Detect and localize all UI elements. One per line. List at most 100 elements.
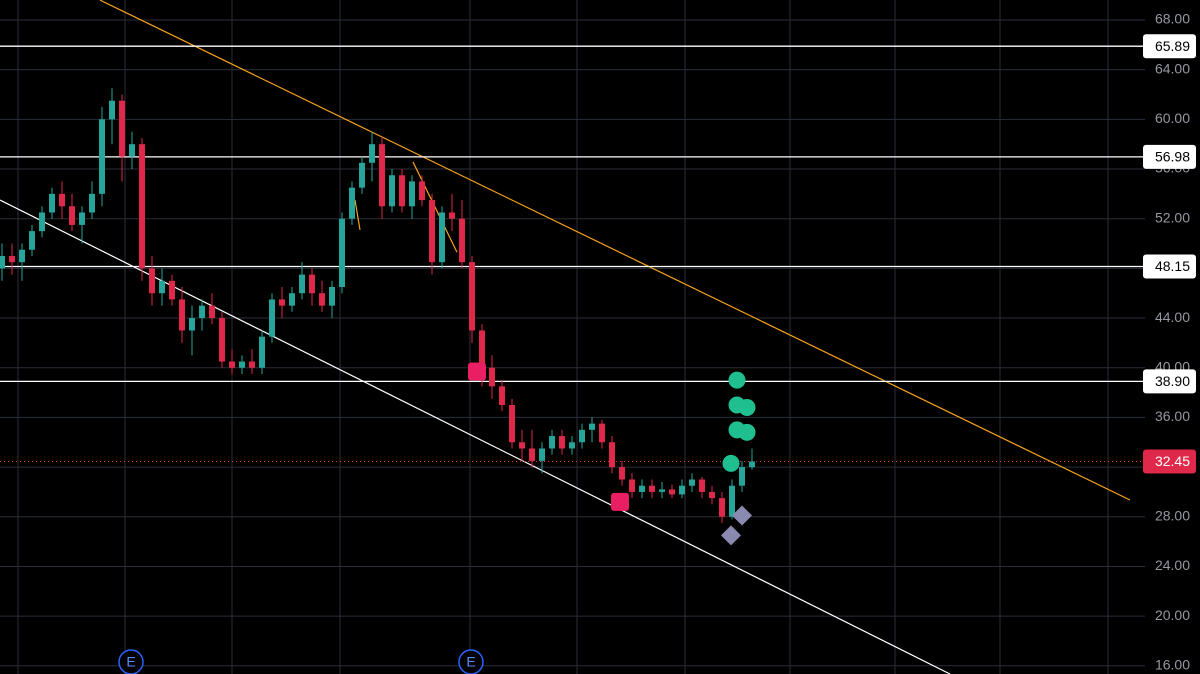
y-tick-label: 24.00: [1155, 557, 1190, 573]
candle-body: [439, 212, 445, 263]
candle-body: [379, 144, 385, 207]
candle-body: [249, 361, 255, 368]
y-tick-label: 20.00: [1155, 607, 1190, 623]
candle-body: [19, 249, 25, 263]
trend-line: [99, 0, 1131, 501]
candle-body: [219, 318, 225, 362]
candle-body: [609, 442, 615, 468]
candle-body: [629, 479, 635, 492]
candle-body: [359, 162, 365, 188]
signal-diamond: [721, 525, 741, 546]
y-tick-label: 16.00: [1155, 657, 1190, 673]
candle-body: [99, 119, 105, 194]
candle-body: [529, 448, 535, 461]
candle-body: [209, 305, 215, 319]
candle-body: [0, 255, 5, 269]
current-price-label: 32.45: [1155, 453, 1190, 469]
signal-circle: [722, 454, 740, 472]
candle-body: [709, 491, 715, 499]
candle-body: [349, 187, 355, 219]
candle-body: [669, 489, 675, 495]
candle-body: [729, 485, 735, 517]
candle-body: [449, 212, 455, 219]
candle-body: [239, 361, 245, 368]
candle-body: [519, 442, 525, 449]
candle-body: [229, 361, 235, 368]
candle-body: [309, 274, 315, 294]
candle-body: [479, 330, 485, 368]
candle-body: [659, 489, 665, 492]
candle-body: [399, 175, 405, 207]
candle-body: [369, 144, 375, 163]
signal-circle: [738, 398, 756, 416]
candle-body: [259, 336, 265, 368]
candle-body: [189, 318, 195, 331]
level-label-box: [1143, 369, 1196, 394]
y-tick-label: 28.00: [1155, 507, 1190, 523]
y-tick-label: 36.00: [1155, 408, 1190, 424]
candle-body: [539, 448, 545, 461]
candle-body: [29, 231, 35, 250]
candle-body: [429, 200, 435, 263]
candle-body: [49, 193, 55, 213]
y-tick-label: 64.00: [1155, 60, 1190, 76]
y-tick-label: 68.00: [1155, 11, 1190, 27]
candle-body: [129, 144, 135, 157]
candle-body: [119, 100, 125, 157]
candle-body: [639, 485, 645, 492]
trend-line: [354, 199, 361, 230]
candle-body: [689, 479, 695, 486]
candle-body: [289, 293, 295, 306]
signal-circle: [728, 371, 746, 389]
candle-body: [549, 436, 555, 449]
y-tick-label: 44.00: [1155, 309, 1190, 325]
y-tick-label: 52.00: [1155, 209, 1190, 225]
candle-body: [579, 429, 585, 443]
candle-body: [419, 181, 425, 201]
candle-body: [499, 386, 505, 405]
signal-diamond: [732, 505, 752, 526]
candle-body: [589, 423, 595, 430]
candle-body: [559, 436, 565, 449]
candle-body: [149, 268, 155, 294]
candle-body: [319, 293, 325, 306]
candle-body: [89, 193, 95, 213]
candle-body: [199, 305, 205, 319]
candle-body: [509, 404, 515, 443]
candle-body: [649, 485, 655, 492]
level-label: 48.15: [1155, 258, 1190, 274]
candle-body: [679, 485, 685, 495]
candle-body: [749, 461, 755, 468]
current-price-box: [1143, 449, 1196, 474]
candle-body: [569, 442, 575, 449]
candle-body: [279, 299, 285, 306]
candle-body: [329, 287, 335, 306]
candle-body: [389, 175, 395, 207]
y-tick-label: 60.00: [1155, 110, 1190, 126]
event-label: E: [466, 654, 475, 670]
signal-square: [611, 492, 629, 511]
candle-body: [179, 299, 185, 331]
candle-body: [699, 479, 705, 492]
candle-body: [299, 274, 305, 294]
candle-body: [459, 218, 465, 263]
level-label-box: [1143, 144, 1196, 169]
candle-body: [409, 181, 415, 207]
candle-body: [69, 206, 75, 225]
signal-circle: [738, 423, 756, 441]
candle-body: [469, 262, 475, 331]
candle-body: [599, 423, 605, 443]
level-label: 38.90: [1155, 373, 1190, 389]
candle-body: [159, 280, 165, 294]
candle-body: [269, 299, 275, 337]
candle-body: [79, 212, 85, 225]
event-marker: [118, 649, 144, 674]
candle-body: [489, 367, 495, 387]
level-label: 65.89: [1155, 38, 1190, 54]
level-label-box: [1143, 254, 1196, 279]
level-label-box: [1143, 34, 1196, 59]
event-marker: [458, 649, 484, 674]
